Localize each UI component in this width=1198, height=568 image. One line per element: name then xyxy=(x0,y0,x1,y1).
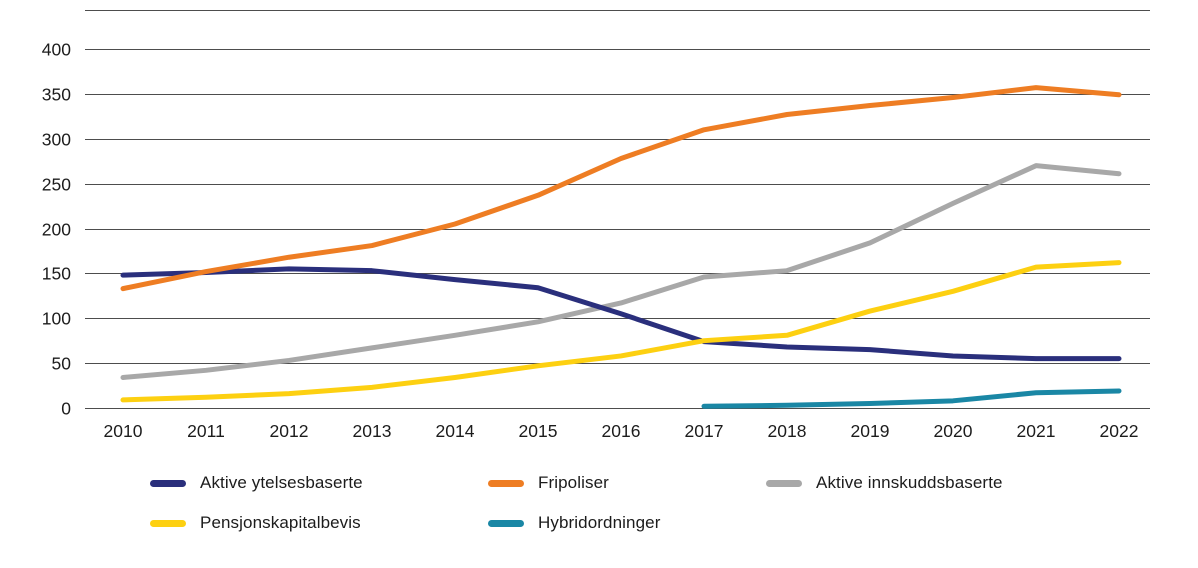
y-tick-label-100: 100 xyxy=(42,309,71,329)
x-tick-label-2010: 2010 xyxy=(104,421,143,441)
x-tick-label-2020: 2020 xyxy=(934,421,973,441)
legend-item-aktive-innskuddsbaserte: Aktive innskuddsbaserte xyxy=(766,471,1003,495)
x-tick-label-2014: 2014 xyxy=(436,421,475,441)
series-line-aktive-innskuddsbaserte xyxy=(120,163,1122,380)
legend-label-pensjonskapitalbevis: Pensjonskapitalbevis xyxy=(200,513,361,532)
x-tick-label-2021: 2021 xyxy=(1017,421,1056,441)
legend-swatch-aktive-ytelsesbaserte xyxy=(150,479,186,487)
series-line-aktive-ytelsesbaserte xyxy=(120,266,1122,362)
x-tick-label-2016: 2016 xyxy=(602,421,641,441)
x-tick-label-2015: 2015 xyxy=(519,421,558,441)
legend-label-aktive-ytelsesbaserte: Aktive ytelsesbaserte xyxy=(200,473,363,492)
y-tick-label-250: 250 xyxy=(42,175,71,195)
series-line-pensjonskapitalbevis xyxy=(120,260,1122,403)
legend-swatch-aktive-innskuddsbaserte xyxy=(766,479,802,487)
x-tick-label-2017: 2017 xyxy=(685,421,724,441)
legend-item-pensjonskapitalbevis: Pensjonskapitalbevis xyxy=(150,511,361,535)
legend-item-hybridordninger: Hybridordninger xyxy=(488,511,660,535)
x-tick-label-2012: 2012 xyxy=(270,421,309,441)
x-tick-label-2013: 2013 xyxy=(353,421,392,441)
y-tick-label-300: 300 xyxy=(42,130,71,150)
y-tick-label-50: 50 xyxy=(52,354,72,374)
y-tick-label-150: 150 xyxy=(42,264,71,284)
x-tick-label-2022: 2022 xyxy=(1100,421,1139,441)
series-line-hybridordninger xyxy=(701,388,1122,409)
line-chart-canvas: 400 350 300 250 200 150 100 50 0 2010 2011 2012 2013… xyxy=(42,10,1150,441)
legend-swatch-hybridordninger xyxy=(488,519,524,527)
legend-swatch-fripoliser xyxy=(488,479,524,487)
y-tick-label-400: 400 xyxy=(42,40,71,60)
legend-swatch-pensjonskapitalbevis xyxy=(150,519,186,527)
series-line-fripoliser xyxy=(120,85,1122,292)
legend-label-aktive-innskuddsbaserte: Aktive innskuddsbaserte xyxy=(816,473,1003,492)
y-tick-label-350: 350 xyxy=(42,85,71,105)
legend-item-fripoliser: Fripoliser xyxy=(488,471,609,495)
x-tick-label-2019: 2019 xyxy=(851,421,890,441)
y-tick-label-200: 200 xyxy=(42,220,71,240)
legend-label-fripoliser: Fripoliser xyxy=(538,473,609,492)
x-tick-label-2018: 2018 xyxy=(768,421,807,441)
legend-item-aktive-ytelsesbaserte: Aktive ytelsesbaserte xyxy=(150,471,363,495)
x-tick-label-2011: 2011 xyxy=(187,421,225,441)
y-tick-label-0: 0 xyxy=(61,399,71,419)
legend-label-hybridordninger: Hybridordninger xyxy=(538,513,661,532)
